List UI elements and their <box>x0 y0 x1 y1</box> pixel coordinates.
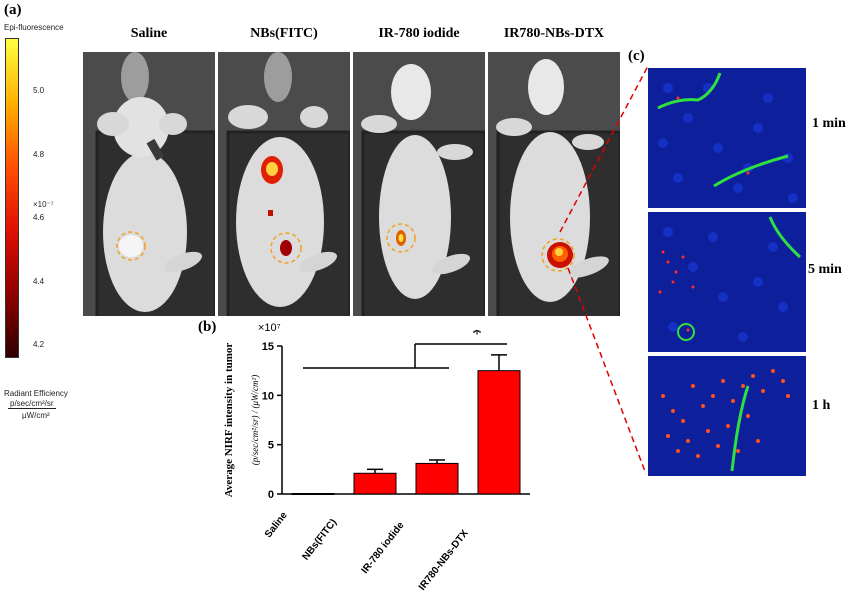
panel-label-a: (a) <box>4 2 22 18</box>
histology-image-5min <box>648 212 806 352</box>
bar <box>291 493 335 496</box>
y-tick-label: 5 <box>268 440 274 452</box>
group-header-ir780-nbs-dtx: IR780-NBs-DTX <box>503 26 605 41</box>
y-scale-label: ×10⁷ <box>258 322 281 334</box>
colorbar-unit-numerator: p/sec/cm²/sr <box>8 399 56 409</box>
mouse-image-nbs-fitc <box>218 52 350 316</box>
y-axis-unit: (p/sec/cm²/sr) / (μW/cm²) <box>250 375 260 465</box>
timepoint-label-1h: 1 h <box>812 398 831 413</box>
y-tick-label: 10 <box>262 390 274 402</box>
y-tick-label: 0 <box>268 489 274 501</box>
group-header-saline: Saline <box>130 26 168 41</box>
panel-label-b: (b) <box>198 319 217 335</box>
mouse-image-ir780-iodide <box>353 52 485 316</box>
zoom-connector-lines <box>559 65 649 475</box>
colorbar-unit: Radiant Efficiency <box>4 389 68 398</box>
panel-label-c: (c) <box>628 48 645 64</box>
nirf-bar-chart: Average NIRF intensity in tumor (p/sec/c… <box>223 330 530 501</box>
histology-image-1min <box>648 68 806 208</box>
mouse-image-saline <box>83 52 215 316</box>
colorbar <box>5 38 19 358</box>
bar <box>477 370 521 495</box>
mouse-image-ir780-nbs-dtx <box>488 52 620 316</box>
y-tick-label: 15 <box>262 341 274 353</box>
group-header-ir780-iodide: IR-780 iodide <box>378 26 460 41</box>
timepoint-label-1min: 1 min <box>812 116 846 131</box>
colorbar-tick: 4.2 <box>33 340 45 349</box>
colorbar-title: Epi-fluorescence <box>4 23 64 32</box>
colorbar-scale: ×10⁻⁷ <box>33 200 54 209</box>
significance-star: * <box>472 330 482 345</box>
colorbar-unit-denominator: μW/cm² <box>22 411 50 420</box>
colorbar-tick: 4.4 <box>33 277 45 286</box>
bar <box>415 462 459 495</box>
bar <box>353 472 397 495</box>
colorbar-tick: 5.0 <box>33 86 45 95</box>
timepoint-label-5min: 5 min <box>808 262 842 277</box>
colorbar-tick: 4.6 <box>33 213 45 222</box>
histology-image-1h <box>648 356 806 476</box>
y-axis-label: Average NIRF intensity in tumor <box>223 343 235 498</box>
group-header-nbs-fitc: NBs(FITC) <box>250 26 318 41</box>
colorbar-tick: 4.8 <box>33 150 45 159</box>
